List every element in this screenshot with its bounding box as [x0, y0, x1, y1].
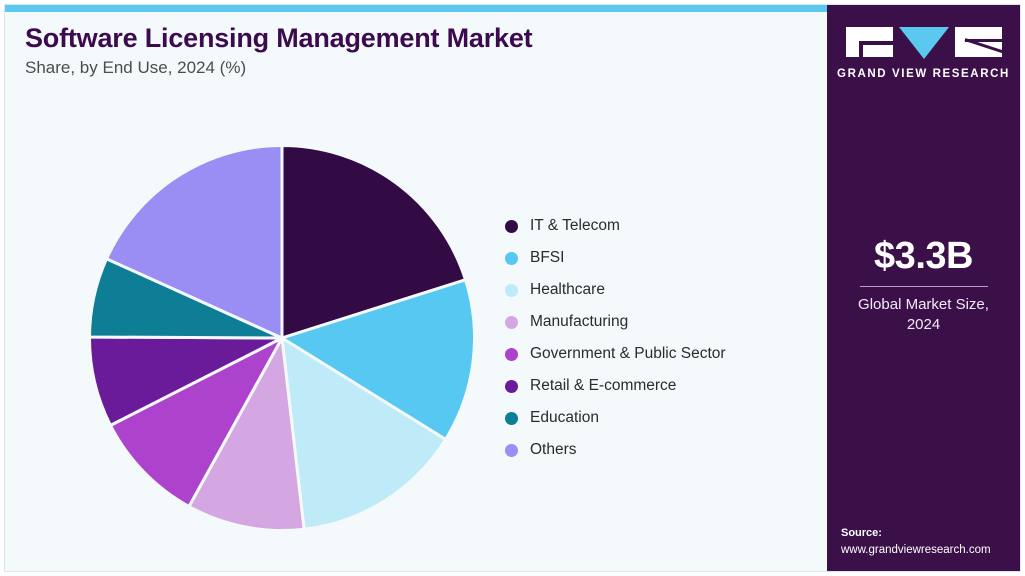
legend-item[interactable]: Healthcare	[505, 274, 805, 306]
logo-g-icon	[845, 27, 893, 57]
brand-logo: GRAND VIEW RESEARCH	[827, 27, 1020, 80]
page-title: Software Licensing Management Market	[25, 23, 533, 53]
source-url[interactable]: www.grandviewresearch.com	[841, 544, 991, 557]
legend-item-label: Education	[530, 409, 599, 427]
legend-item[interactable]: IT & Telecom	[505, 210, 805, 242]
legend-color-swatch-icon	[505, 379, 518, 393]
source-label: Source:	[841, 527, 882, 540]
pie-slice[interactable]	[280, 144, 467, 340]
pie-chart-svg	[88, 144, 476, 532]
legend-item[interactable]: Education	[505, 402, 805, 434]
top-accent-bar	[5, 5, 1020, 12]
pie-slice[interactable]	[280, 278, 476, 441]
pie-slice[interactable]	[108, 336, 284, 509]
pie-slice-group	[88, 144, 476, 532]
legend-item[interactable]: BFSI	[505, 242, 805, 274]
legend-color-swatch-icon	[505, 315, 518, 329]
infographic-card: Software Licensing Management Market Sha…	[4, 4, 1021, 572]
legend-color-swatch-icon	[505, 219, 518, 233]
legend-item-label: Retail & E-commerce	[530, 377, 677, 395]
legend-color-swatch-icon	[505, 443, 518, 457]
legend-item-label: Manufacturing	[530, 313, 629, 331]
legend-item-label: Healthcare	[530, 281, 605, 299]
pie-slice[interactable]	[280, 336, 448, 531]
logo-marks	[827, 27, 1020, 59]
legend-color-swatch-icon	[505, 411, 518, 425]
legend-item-label: BFSI	[530, 249, 565, 267]
logo-r-icon	[954, 27, 1002, 57]
legend-item[interactable]: Manufacturing	[505, 306, 805, 338]
legend-color-swatch-icon	[505, 347, 518, 361]
logo-v-icon	[898, 27, 949, 59]
legend-color-swatch-icon	[505, 283, 518, 297]
header: Software Licensing Management Market Sha…	[25, 23, 805, 79]
legend-item-label: IT & Telecom	[530, 217, 620, 235]
legend-item[interactable]: Others	[505, 434, 805, 466]
brand-name: GRAND VIEW RESEARCH	[837, 68, 1010, 80]
pie-slice[interactable]	[105, 144, 284, 340]
legend-color-swatch-icon	[505, 251, 518, 265]
chart-area: IT & Telecom BFSI Healthcare Manufacturing G…	[5, 105, 825, 571]
pie-slice[interactable]	[187, 336, 306, 532]
stat-caption: Global Market Size, 2024	[858, 295, 989, 334]
legend-item-label: Others	[530, 441, 577, 459]
headline-stat: $3.3B Global Market Size, 2024	[827, 235, 1020, 335]
stat-value: $3.3B	[874, 235, 973, 277]
source-block: Source: www.grandviewresearch.com	[841, 526, 1017, 559]
stat-divider	[859, 285, 988, 287]
legend-item-label: Government & Public Sector	[530, 345, 726, 363]
legend-item[interactable]: Government & Public Sector	[505, 338, 805, 370]
page-subtitle: Share, by End Use, 2024 (%)	[25, 58, 247, 78]
legend-item[interactable]: Retail & E-commerce	[505, 370, 805, 402]
pie-chart	[88, 144, 476, 532]
brand-side-panel: GRAND VIEW RESEARCH $3.3B Global Market …	[827, 5, 1020, 571]
chart-legend: IT & Telecom BFSI Healthcare Manufacturing G…	[505, 210, 805, 466]
